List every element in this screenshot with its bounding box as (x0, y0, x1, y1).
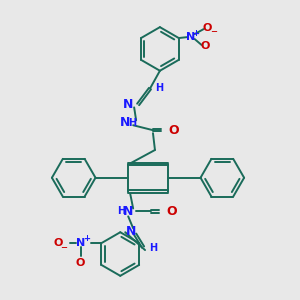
Text: N: N (120, 116, 130, 129)
Text: H: H (149, 243, 157, 253)
Text: N: N (186, 32, 195, 42)
Text: O: O (203, 23, 212, 33)
Text: +: + (192, 28, 199, 38)
Text: N: N (76, 238, 85, 248)
Text: O: O (167, 205, 178, 218)
Text: H: H (155, 82, 163, 93)
Text: −: − (210, 27, 217, 36)
Text: N: N (123, 205, 134, 218)
Text: H: H (117, 206, 125, 216)
Text: O: O (169, 124, 179, 137)
Text: N: N (126, 225, 136, 238)
Text: −: − (60, 243, 67, 252)
Text: N: N (123, 98, 133, 111)
Text: +: + (83, 234, 90, 243)
Text: H: H (128, 118, 136, 128)
Text: O: O (201, 41, 210, 51)
Text: O: O (53, 238, 62, 248)
Text: O: O (76, 258, 85, 268)
